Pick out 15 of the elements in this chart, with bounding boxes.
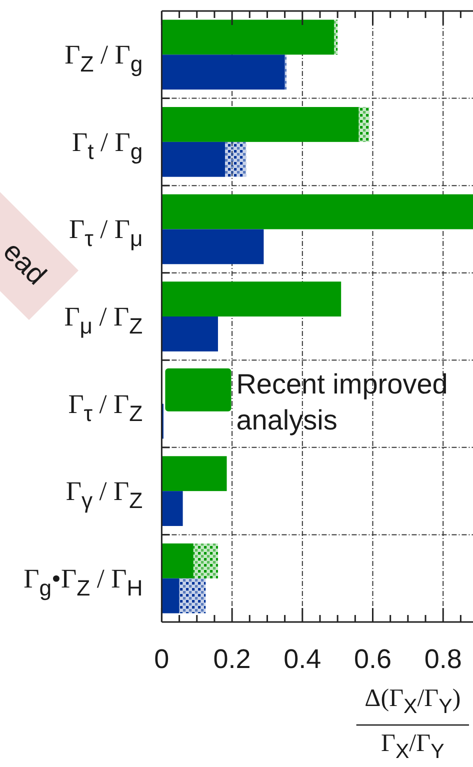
y-tick-label: Γ$_{t}$ / Γ$_{g}$ xyxy=(72,126,143,164)
x-tick-label: 0.6 xyxy=(354,644,392,674)
x-tick-label: 0 xyxy=(154,644,170,674)
text: ead xyxy=(0,236,52,290)
y-tick-label: Γ$_{μ}$ / Γ$_{Z}$ xyxy=(64,302,143,338)
y-tick-label: Γ$_{τ}$ / Γ$_{Z}$ xyxy=(68,388,143,426)
y-tick-label: Γ$_{τ}$ / Γ$_{μ}$ xyxy=(68,214,143,251)
x-tick-label: 0.4 xyxy=(284,644,322,674)
x-tick-label: 0.8 xyxy=(424,644,462,674)
y-tick-label: Γ$_{Z}$ / Γ$_{g}$ xyxy=(64,40,143,76)
y-tick-label: Γ$_{γ}$ / Γ$_{Z}$ xyxy=(66,476,143,513)
text: Δ(Γ$_{X}$/Γ$_{Y}$) Γ$_{X}$/Γ$_{Y}$ xyxy=(364,685,461,763)
x-tick-label: 0.2 xyxy=(213,644,251,674)
legend-label: Recent improved analysis xyxy=(236,368,448,436)
y-tick-label: Γ$_{g}$•Γ$_{Z}$ / Γ$_{H}$ xyxy=(24,563,143,600)
